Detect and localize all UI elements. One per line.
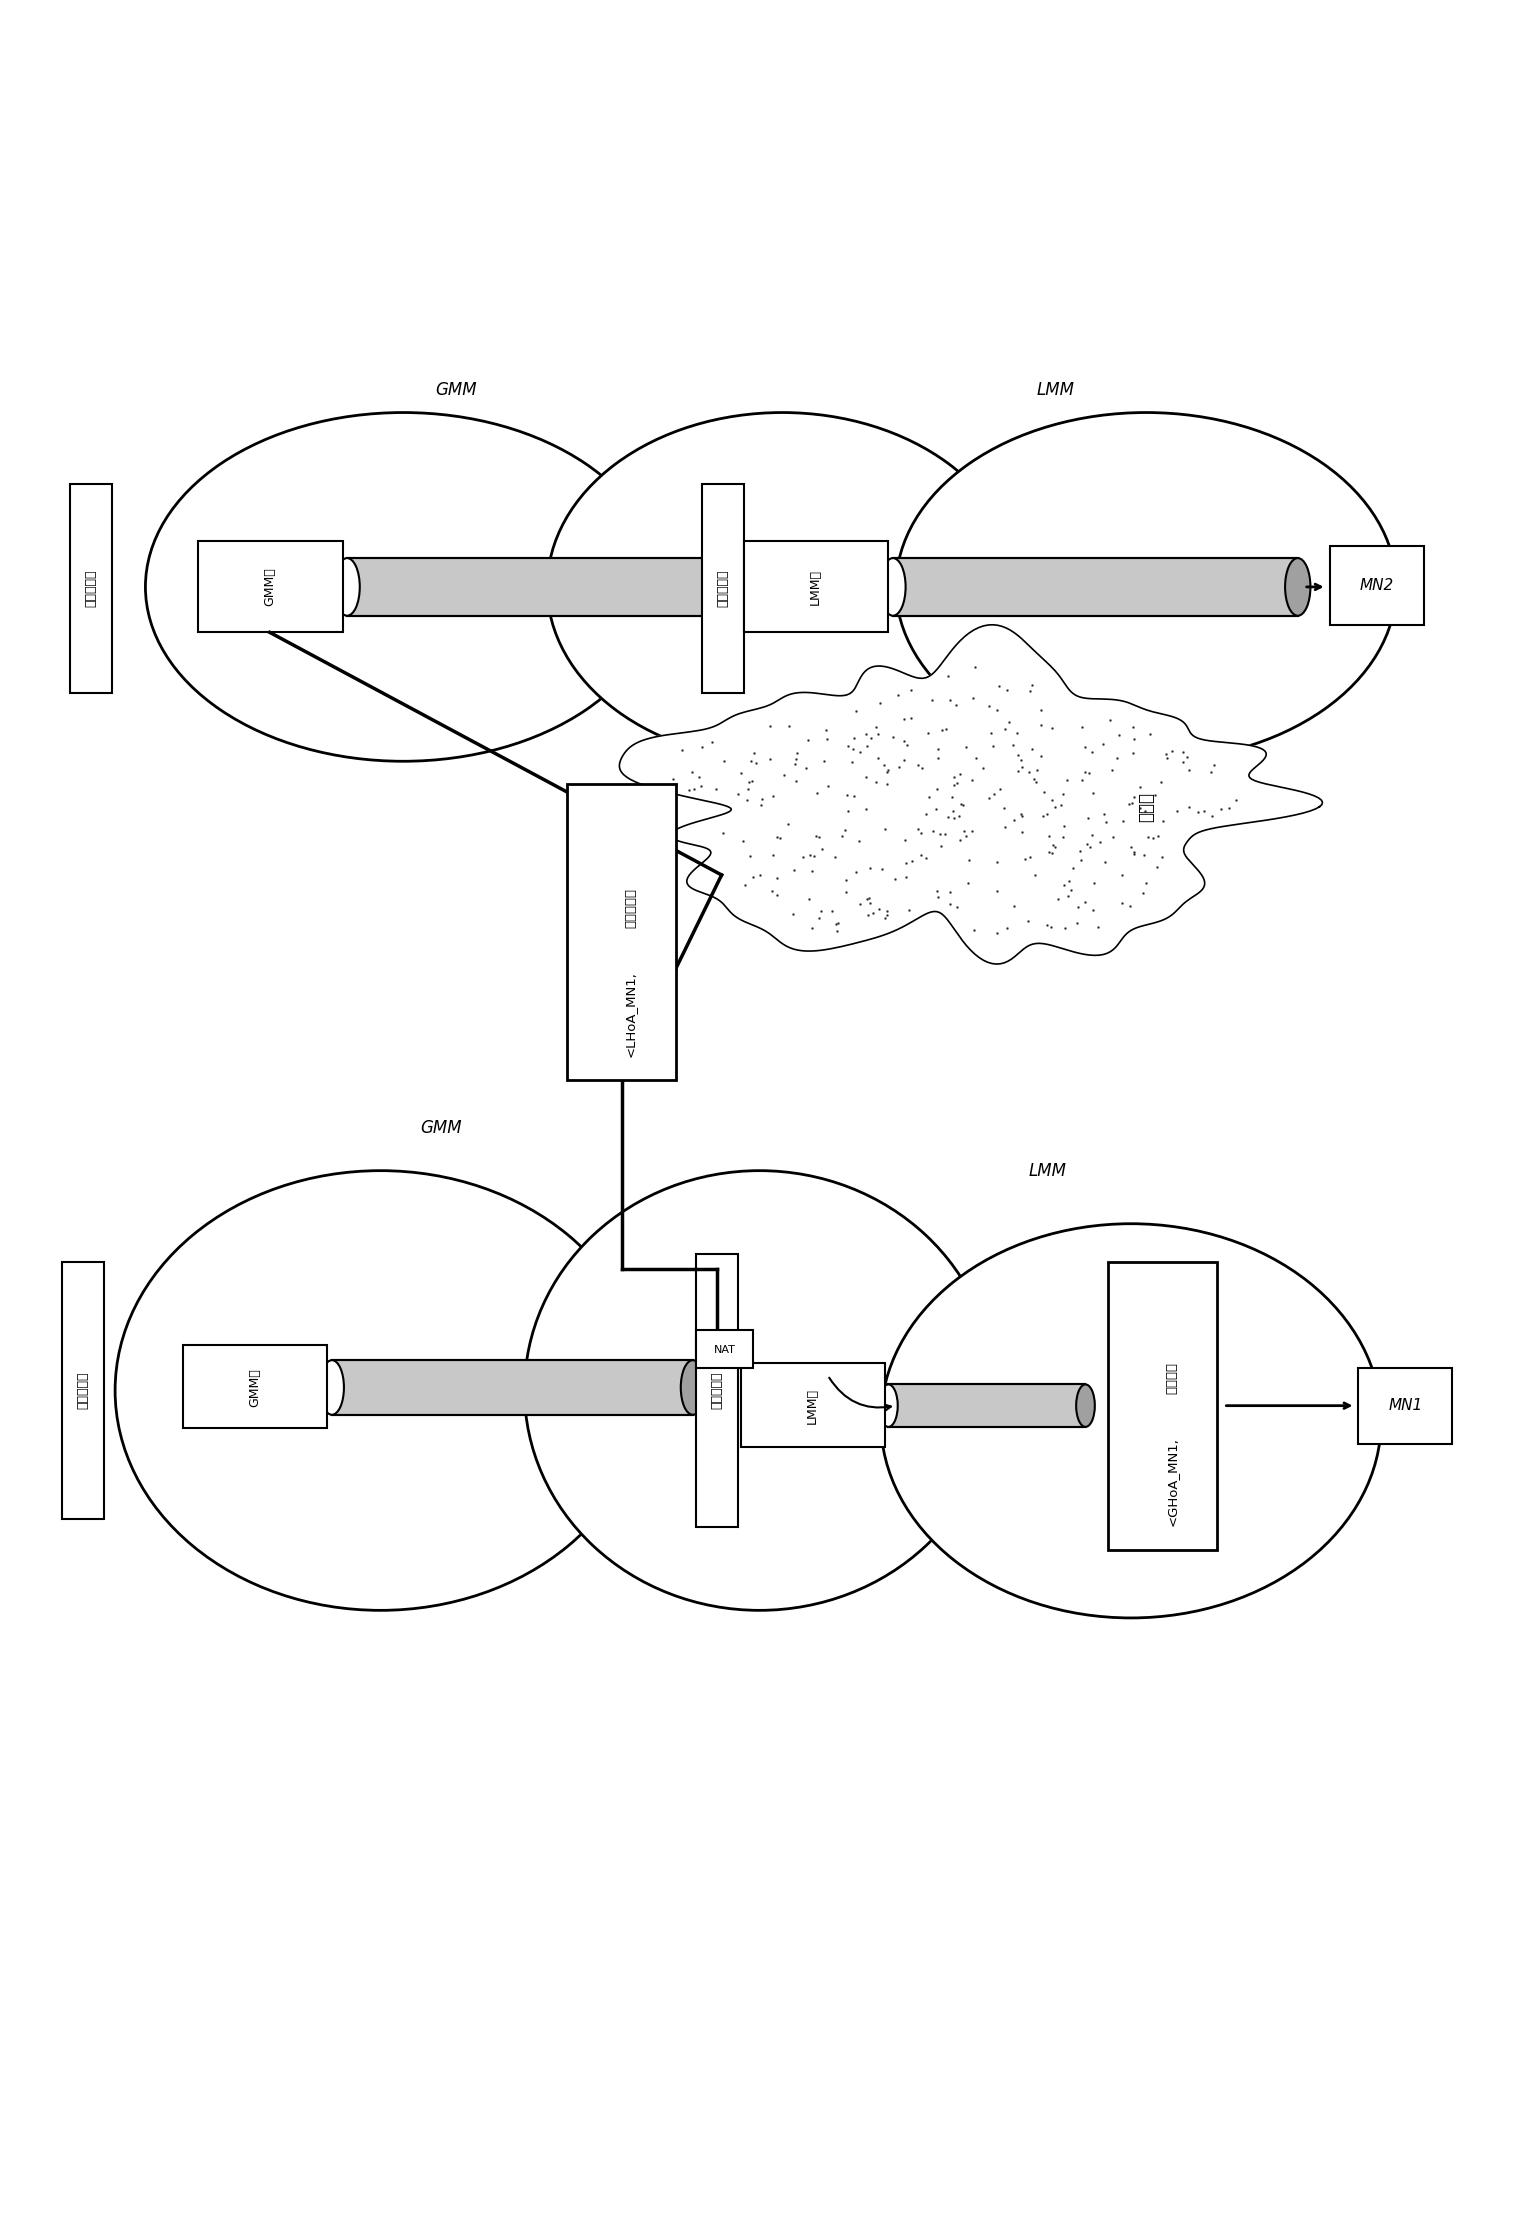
Text: 原始分组: 原始分组 <box>1165 1363 1179 1394</box>
Ellipse shape <box>547 413 1018 761</box>
Bar <box>696 1254 738 1527</box>
Ellipse shape <box>880 557 905 615</box>
Bar <box>741 1363 886 1447</box>
Text: 因特网: 因特网 <box>1138 793 1154 821</box>
Text: MN1: MN1 <box>1388 1399 1422 1414</box>
Text: GMM锁: GMM锁 <box>248 1368 261 1407</box>
Bar <box>696 1330 753 1368</box>
Bar <box>199 542 343 633</box>
Text: LMM锁: LMM锁 <box>807 1388 819 1423</box>
Text: <GHoA_MN1,: <GHoA_MN1, <box>1165 1436 1179 1525</box>
Bar <box>567 784 676 1079</box>
Text: MN2: MN2 <box>1360 577 1394 593</box>
Ellipse shape <box>681 1361 705 1414</box>
Text: 归属网络域: 归属网络域 <box>77 1372 90 1410</box>
Text: 被访网络域: 被访网络域 <box>711 1372 723 1410</box>
Bar <box>1358 1368 1452 1443</box>
Text: <LHoA_MN1,: <LHoA_MN1, <box>624 972 636 1057</box>
Text: 归属网络域: 归属网络域 <box>85 571 97 606</box>
Text: LMM: LMM <box>1028 1161 1066 1179</box>
Bar <box>893 557 1297 615</box>
Ellipse shape <box>880 1385 898 1427</box>
Ellipse shape <box>115 1170 646 1610</box>
Text: GMM: GMM <box>436 382 477 400</box>
Text: 被访网络域: 被访网络域 <box>717 571 729 606</box>
Ellipse shape <box>524 1170 995 1610</box>
Bar <box>333 1361 693 1414</box>
Bar <box>889 1385 1086 1427</box>
Ellipse shape <box>729 557 753 615</box>
Bar <box>1109 1261 1217 1550</box>
Text: LMM: LMM <box>1036 382 1074 400</box>
Text: GMM: GMM <box>421 1119 462 1137</box>
Bar <box>70 484 112 693</box>
Ellipse shape <box>334 557 360 615</box>
Bar <box>184 1345 328 1427</box>
Text: 修改的分组: 修改的分组 <box>624 888 636 928</box>
Bar <box>1329 546 1423 624</box>
Text: GMM锁: GMM锁 <box>263 568 276 606</box>
Polygon shape <box>620 624 1323 963</box>
Bar <box>744 542 889 633</box>
Ellipse shape <box>146 413 661 761</box>
Ellipse shape <box>1075 1385 1095 1427</box>
Bar <box>702 484 744 693</box>
Bar <box>346 557 741 615</box>
Bar <box>62 1261 105 1518</box>
Ellipse shape <box>1285 557 1311 615</box>
Text: LMM锁: LMM锁 <box>810 568 822 604</box>
Ellipse shape <box>321 1361 343 1414</box>
Ellipse shape <box>896 413 1396 761</box>
Ellipse shape <box>881 1223 1381 1618</box>
Text: NAT: NAT <box>714 1345 735 1354</box>
